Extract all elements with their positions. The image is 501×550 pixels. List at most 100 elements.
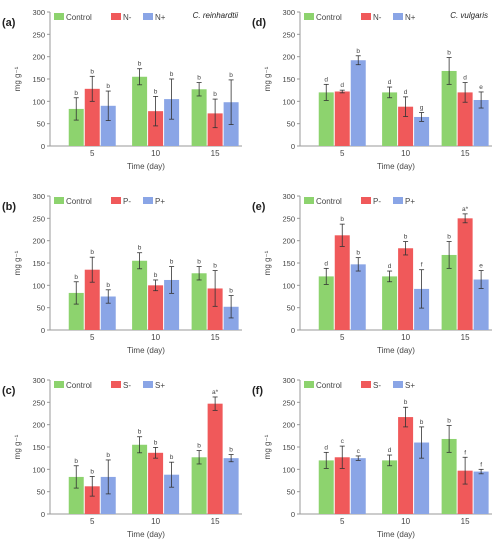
significance-letter: d bbox=[324, 260, 328, 267]
significance-letter: c bbox=[341, 438, 345, 445]
y-tick-label: 150 bbox=[32, 259, 45, 268]
legend-label: N- bbox=[373, 13, 382, 22]
significance-letter: f bbox=[480, 461, 482, 468]
bar bbox=[100, 105, 116, 146]
bar bbox=[318, 460, 334, 514]
bar bbox=[132, 76, 148, 146]
bar bbox=[318, 92, 334, 146]
y-tick-label: 0 bbox=[291, 326, 295, 335]
x-tick-label: 5 bbox=[340, 333, 345, 342]
bar bbox=[191, 89, 207, 146]
y-tick-label: 50 bbox=[287, 304, 295, 313]
significance-letter: b bbox=[138, 429, 142, 436]
y-tick-label: 50 bbox=[37, 120, 45, 129]
y-tick-label: 250 bbox=[32, 398, 45, 407]
y-tick-label: 100 bbox=[32, 281, 45, 290]
bar bbox=[68, 292, 84, 330]
y-tick-label: 100 bbox=[32, 465, 45, 474]
x-tick-label: 10 bbox=[151, 333, 160, 342]
significance-letter: b bbox=[170, 454, 174, 461]
bar bbox=[164, 279, 180, 330]
legend-swatch bbox=[304, 381, 314, 388]
bar bbox=[84, 486, 100, 514]
y-tick-label: 300 bbox=[32, 376, 45, 385]
bar bbox=[132, 444, 148, 514]
bar bbox=[191, 457, 207, 514]
y-tick-label: 200 bbox=[282, 237, 295, 246]
legend-swatch bbox=[111, 197, 121, 204]
significance-letter: a* bbox=[212, 389, 219, 396]
legend-label: P- bbox=[373, 197, 381, 206]
significance-letter: b bbox=[170, 259, 174, 266]
bar bbox=[441, 254, 457, 330]
y-tick-label: 200 bbox=[282, 421, 295, 430]
x-axis-label: Time (day) bbox=[377, 530, 415, 539]
y-axis-label: mg g⁻¹ bbox=[263, 434, 272, 459]
y-tick-label: 200 bbox=[32, 53, 45, 62]
significance-letter: a* bbox=[462, 206, 469, 213]
bar bbox=[350, 458, 366, 514]
bar bbox=[457, 470, 473, 514]
legend-label: N- bbox=[123, 13, 132, 22]
panel-label: (c) bbox=[2, 385, 16, 397]
x-tick-label: 15 bbox=[211, 333, 220, 342]
significance-letter: e bbox=[479, 263, 483, 270]
panel-label: (b) bbox=[2, 201, 16, 213]
legend-swatch bbox=[304, 197, 314, 204]
y-tick-label: 0 bbox=[291, 142, 295, 151]
bar bbox=[148, 111, 164, 146]
x-axis-label: Time (day) bbox=[377, 346, 415, 355]
bar bbox=[398, 106, 414, 146]
y-axis-label: mg g⁻¹ bbox=[13, 434, 22, 459]
bar bbox=[457, 92, 473, 146]
legend-label: P- bbox=[123, 197, 131, 206]
significance-letter: b bbox=[154, 88, 158, 95]
bar bbox=[457, 218, 473, 330]
legend-swatch bbox=[361, 13, 371, 20]
bar bbox=[382, 276, 398, 330]
significance-letter: b bbox=[356, 250, 360, 257]
y-axis-label: mg g⁻¹ bbox=[13, 66, 22, 91]
x-tick-label: 15 bbox=[461, 333, 470, 342]
x-tick-label: 5 bbox=[340, 517, 345, 526]
significance-letter: b bbox=[170, 71, 174, 78]
significance-letter: b bbox=[197, 443, 201, 450]
chart-title: C. reinhardtii bbox=[193, 11, 239, 20]
significance-letter: b bbox=[74, 90, 78, 97]
legend-label: P+ bbox=[155, 197, 165, 206]
x-tick-label: 5 bbox=[340, 149, 345, 158]
legend-swatch bbox=[54, 13, 64, 20]
significance-letter: b bbox=[154, 439, 158, 446]
significance-letter: b bbox=[447, 50, 451, 57]
bar bbox=[398, 248, 414, 330]
y-tick-label: 0 bbox=[41, 142, 45, 151]
y-tick-label: 100 bbox=[32, 97, 45, 106]
significance-letter: b bbox=[420, 419, 424, 426]
bar bbox=[148, 285, 164, 330]
significance-letter: f bbox=[421, 262, 423, 269]
y-tick-label: 200 bbox=[32, 237, 45, 246]
bar bbox=[334, 457, 350, 514]
bar bbox=[441, 70, 457, 146]
y-tick-label: 100 bbox=[282, 97, 295, 106]
y-tick-label: 100 bbox=[282, 281, 295, 290]
y-tick-label: 250 bbox=[32, 214, 45, 223]
significance-letter: b bbox=[90, 68, 94, 75]
significance-letter: b bbox=[106, 83, 110, 90]
y-tick-label: 200 bbox=[282, 53, 295, 62]
significance-letter: b bbox=[447, 418, 451, 425]
bar bbox=[473, 279, 489, 330]
bar bbox=[414, 288, 430, 330]
x-tick-label: 5 bbox=[90, 149, 95, 158]
y-tick-label: 0 bbox=[41, 510, 45, 519]
y-axis-label: mg g⁻¹ bbox=[263, 250, 272, 275]
panel-label: (a) bbox=[2, 17, 16, 29]
y-tick-label: 0 bbox=[291, 510, 295, 519]
bar bbox=[84, 269, 100, 330]
bar bbox=[398, 417, 414, 514]
significance-letter: d bbox=[388, 447, 392, 454]
x-tick-label: 15 bbox=[211, 517, 220, 526]
significance-letter: f bbox=[464, 449, 466, 456]
significance-letter: b bbox=[154, 272, 158, 279]
